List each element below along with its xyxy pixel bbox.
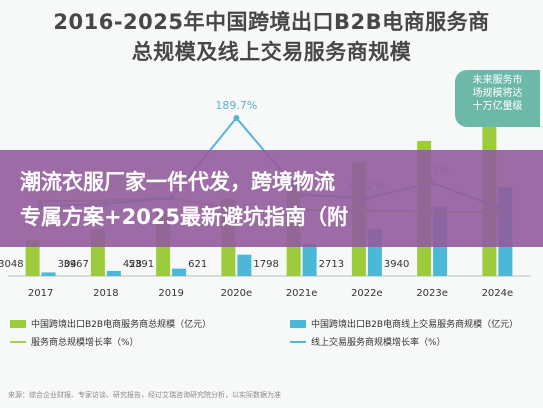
bar-online-2020e — [237, 254, 252, 276]
legend-swatch-online-growth — [290, 340, 306, 343]
legend-label-total: 中国跨境出口B2B电商服务商总规模（亿元） — [31, 320, 212, 330]
legend-label-online: 中国跨境出口B2B电商线上交易服务商规模（亿元） — [311, 320, 519, 330]
promo-banner[interactable]: 潮流衣服厂家一件代发，跨境物流 专属方案+2025最新避坑指南（附 — [0, 150, 543, 247]
data-label-online-2018: 428 — [123, 259, 142, 270]
data-label-online-2021e: 2713 — [319, 259, 344, 270]
legend-item-online-growth: 线上交易服务商规模增长率（%） — [290, 335, 446, 348]
promo-banner-line1: 潮流衣服厂家一件代发，跨境物流 — [20, 170, 335, 194]
forecast-note-line2: 场规模将达 — [472, 88, 523, 99]
legend-swatch-total-growth — [10, 340, 26, 343]
x-tick-label-2019: 2019 — [158, 288, 183, 299]
data-label-online-2017: 304 — [58, 259, 77, 270]
point-online-growth-2020e — [233, 115, 240, 121]
x-tick-label-2020e: 2020e — [221, 288, 253, 299]
forecast-note-line1: 未来服务市 — [472, 75, 523, 86]
data-label-total-2017: 3048 — [0, 259, 24, 270]
data-label-online-2019: 621 — [188, 259, 207, 270]
chart-title-line1: 2016-2025年中国跨境出口B2B电商服务商 — [53, 10, 490, 34]
legend-swatch-total — [10, 319, 26, 328]
x-tick-label-2018: 2018 — [93, 288, 118, 299]
bar-online-2021e — [302, 243, 317, 276]
x-tick-label-2021e: 2021e — [286, 288, 318, 299]
data-label-online-2020e: 1798 — [253, 259, 278, 270]
x-tick-label-2022e: 2022e — [351, 288, 383, 299]
bar-online-2018 — [106, 270, 121, 276]
x-tick-label-2017: 2017 — [28, 288, 53, 299]
data-label-total-2018: 3967 — [63, 259, 88, 270]
legend-label-total-growth: 服务商总规模增长率（%） — [31, 338, 139, 348]
x-axis: 2017 2018 2019 2020e 2021e 2022e 2023e 2024e — [28, 288, 513, 299]
forecast-note-line3: 十万亿量级 — [472, 101, 523, 112]
source-note: 来源：综合企业财报、专家访谈、研究报告，经过艾瑞咨询研究院分析，以实际数据为准 — [8, 391, 281, 399]
promo-banner-line2: 专属方案+2025最新避坑指南（附 — [20, 205, 349, 229]
forecast-note: 未来服务市 场规模将达 十万亿量级 — [455, 70, 540, 127]
data-label-online-2022e: 3940 — [384, 259, 409, 270]
legend-item-total: 中国跨境出口B2B电商服务商总规模（亿元） — [10, 317, 211, 330]
legend-item-total-growth: 服务商总规模增长率（%） — [10, 335, 139, 348]
data-label-online-growth-2020e: 189.7% — [215, 99, 257, 112]
legend-label-online-growth: 线上交易服务商规模增长率（%） — [311, 338, 446, 348]
x-tick-label-2024e: 2024e — [482, 288, 514, 299]
chart-title-line2: 总规模及线上交易服务商规模 — [131, 40, 412, 64]
bar-online-2017 — [41, 272, 56, 276]
legend-swatch-online — [290, 319, 306, 328]
bar-online-2019 — [172, 268, 187, 276]
legend-item-online: 中国跨境出口B2B电商线上交易服务商规模（亿元） — [290, 317, 518, 330]
data-label-total-2019: 5391 — [129, 259, 154, 270]
x-tick-label-2023e: 2023e — [416, 288, 448, 299]
bar-total-2017 — [25, 239, 40, 276]
